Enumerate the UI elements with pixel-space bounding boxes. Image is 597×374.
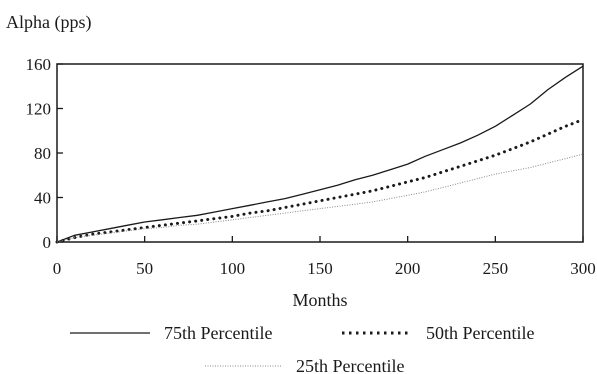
y-axis-title: Alpha (pps) xyxy=(6,12,91,33)
y-tick-label: 120 xyxy=(26,100,52,119)
legend-label-25th: 25th Percentile xyxy=(296,356,404,374)
x-axis-title: Months xyxy=(292,290,347,310)
x-tick-label: 50 xyxy=(136,259,153,278)
legend-label-75th: 75th Percentile xyxy=(164,323,272,343)
x-tick-label: 0 xyxy=(53,259,62,278)
y-tick-label: 160 xyxy=(26,55,52,74)
series-layer xyxy=(55,65,585,244)
y-tick-label: 40 xyxy=(34,189,51,208)
x-tick-label: 150 xyxy=(307,259,333,278)
x-tick-label: 100 xyxy=(220,259,246,278)
y-tick-label: 0 xyxy=(43,233,52,252)
y-axis: 0 40 80 120 160 xyxy=(26,55,63,252)
series-line-25th xyxy=(56,153,584,243)
x-axis: 0 50 100 150 200 250 300 xyxy=(53,236,596,278)
series-line-75th xyxy=(56,65,584,243)
x-tick-label: 250 xyxy=(483,259,509,278)
legend-label-50th: 50th Percentile xyxy=(426,323,534,343)
legend: 75th Percentile 50th Percentile 25th Per… xyxy=(70,323,534,374)
y-tick-label: 80 xyxy=(34,144,51,163)
x-tick-label: 300 xyxy=(570,259,596,278)
x-tick-label: 200 xyxy=(395,259,421,278)
